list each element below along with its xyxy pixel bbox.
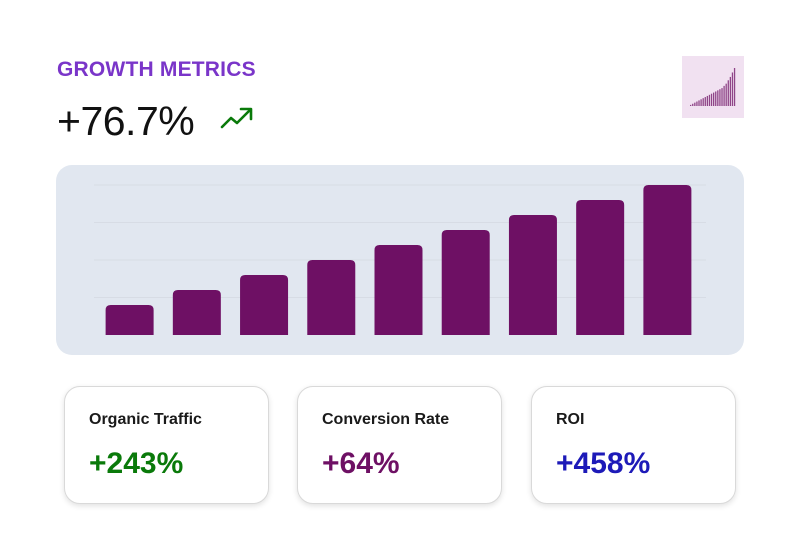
page-title: GROWTH METRICS — [57, 58, 256, 81]
chart-bar-7[interactable] — [508, 215, 557, 335]
thumbnail-bar — [692, 103, 694, 106]
bar-chart-panel — [56, 165, 744, 355]
thumbnail-bar — [717, 90, 719, 106]
thumbnail-bar — [694, 102, 696, 106]
metric-card-roi[interactable]: ROI +458% — [531, 386, 736, 504]
chart-bar-9[interactable] — [643, 185, 692, 335]
chart-bar-5[interactable] — [374, 245, 423, 335]
chart-thumbnail[interactable] — [682, 56, 744, 118]
chart-bar-1[interactable] — [105, 305, 154, 335]
thumbnail-bar — [698, 100, 700, 106]
thumbnail-bar — [708, 94, 711, 106]
thumbnail-bar — [715, 91, 717, 106]
thumbnail-bar — [704, 97, 706, 106]
thumbnail-bar — [719, 89, 721, 106]
thumbnail-bar — [733, 68, 736, 106]
thumbnail-bar — [721, 88, 723, 106]
thumbnail-bar — [731, 72, 734, 106]
chart-bar-4[interactable] — [307, 260, 356, 335]
chart-bar-8[interactable] — [576, 200, 625, 335]
thumbnail-bar-chart — [690, 68, 736, 106]
metric-value: +64% — [322, 447, 400, 480]
thumbnail-bar — [725, 83, 727, 106]
thumbnail-bar — [727, 80, 729, 106]
thumbnail-bar — [713, 92, 715, 106]
thumbnail-bar — [702, 98, 704, 106]
metric-value: +458% — [556, 447, 651, 480]
thumbnail-bar — [700, 99, 702, 106]
chart-bar-2[interactable] — [172, 290, 221, 335]
chart-bar-6[interactable] — [441, 230, 490, 335]
thumbnail-bar — [710, 93, 713, 106]
headline-growth-value: +76.7% — [57, 98, 195, 144]
thumbnail-bar — [723, 85, 725, 106]
chart-bar-3[interactable] — [240, 275, 289, 335]
metric-value: +243% — [89, 447, 184, 480]
trending-up-icon — [220, 107, 253, 129]
thumbnail-bar — [690, 104, 692, 106]
metric-label: ROI — [556, 411, 585, 428]
metric-card-organic-traffic[interactable]: Organic Traffic +243% — [64, 386, 269, 504]
thumbnail-bar — [696, 101, 698, 106]
thumbnail-bar — [729, 76, 732, 106]
thumbnail-bar — [706, 95, 709, 106]
metric-label: Organic Traffic — [89, 411, 202, 428]
metric-card-conversion-rate[interactable]: Conversion Rate +64% — [297, 386, 502, 504]
metric-label: Conversion Rate — [322, 411, 450, 428]
bar-chart — [94, 184, 706, 335]
